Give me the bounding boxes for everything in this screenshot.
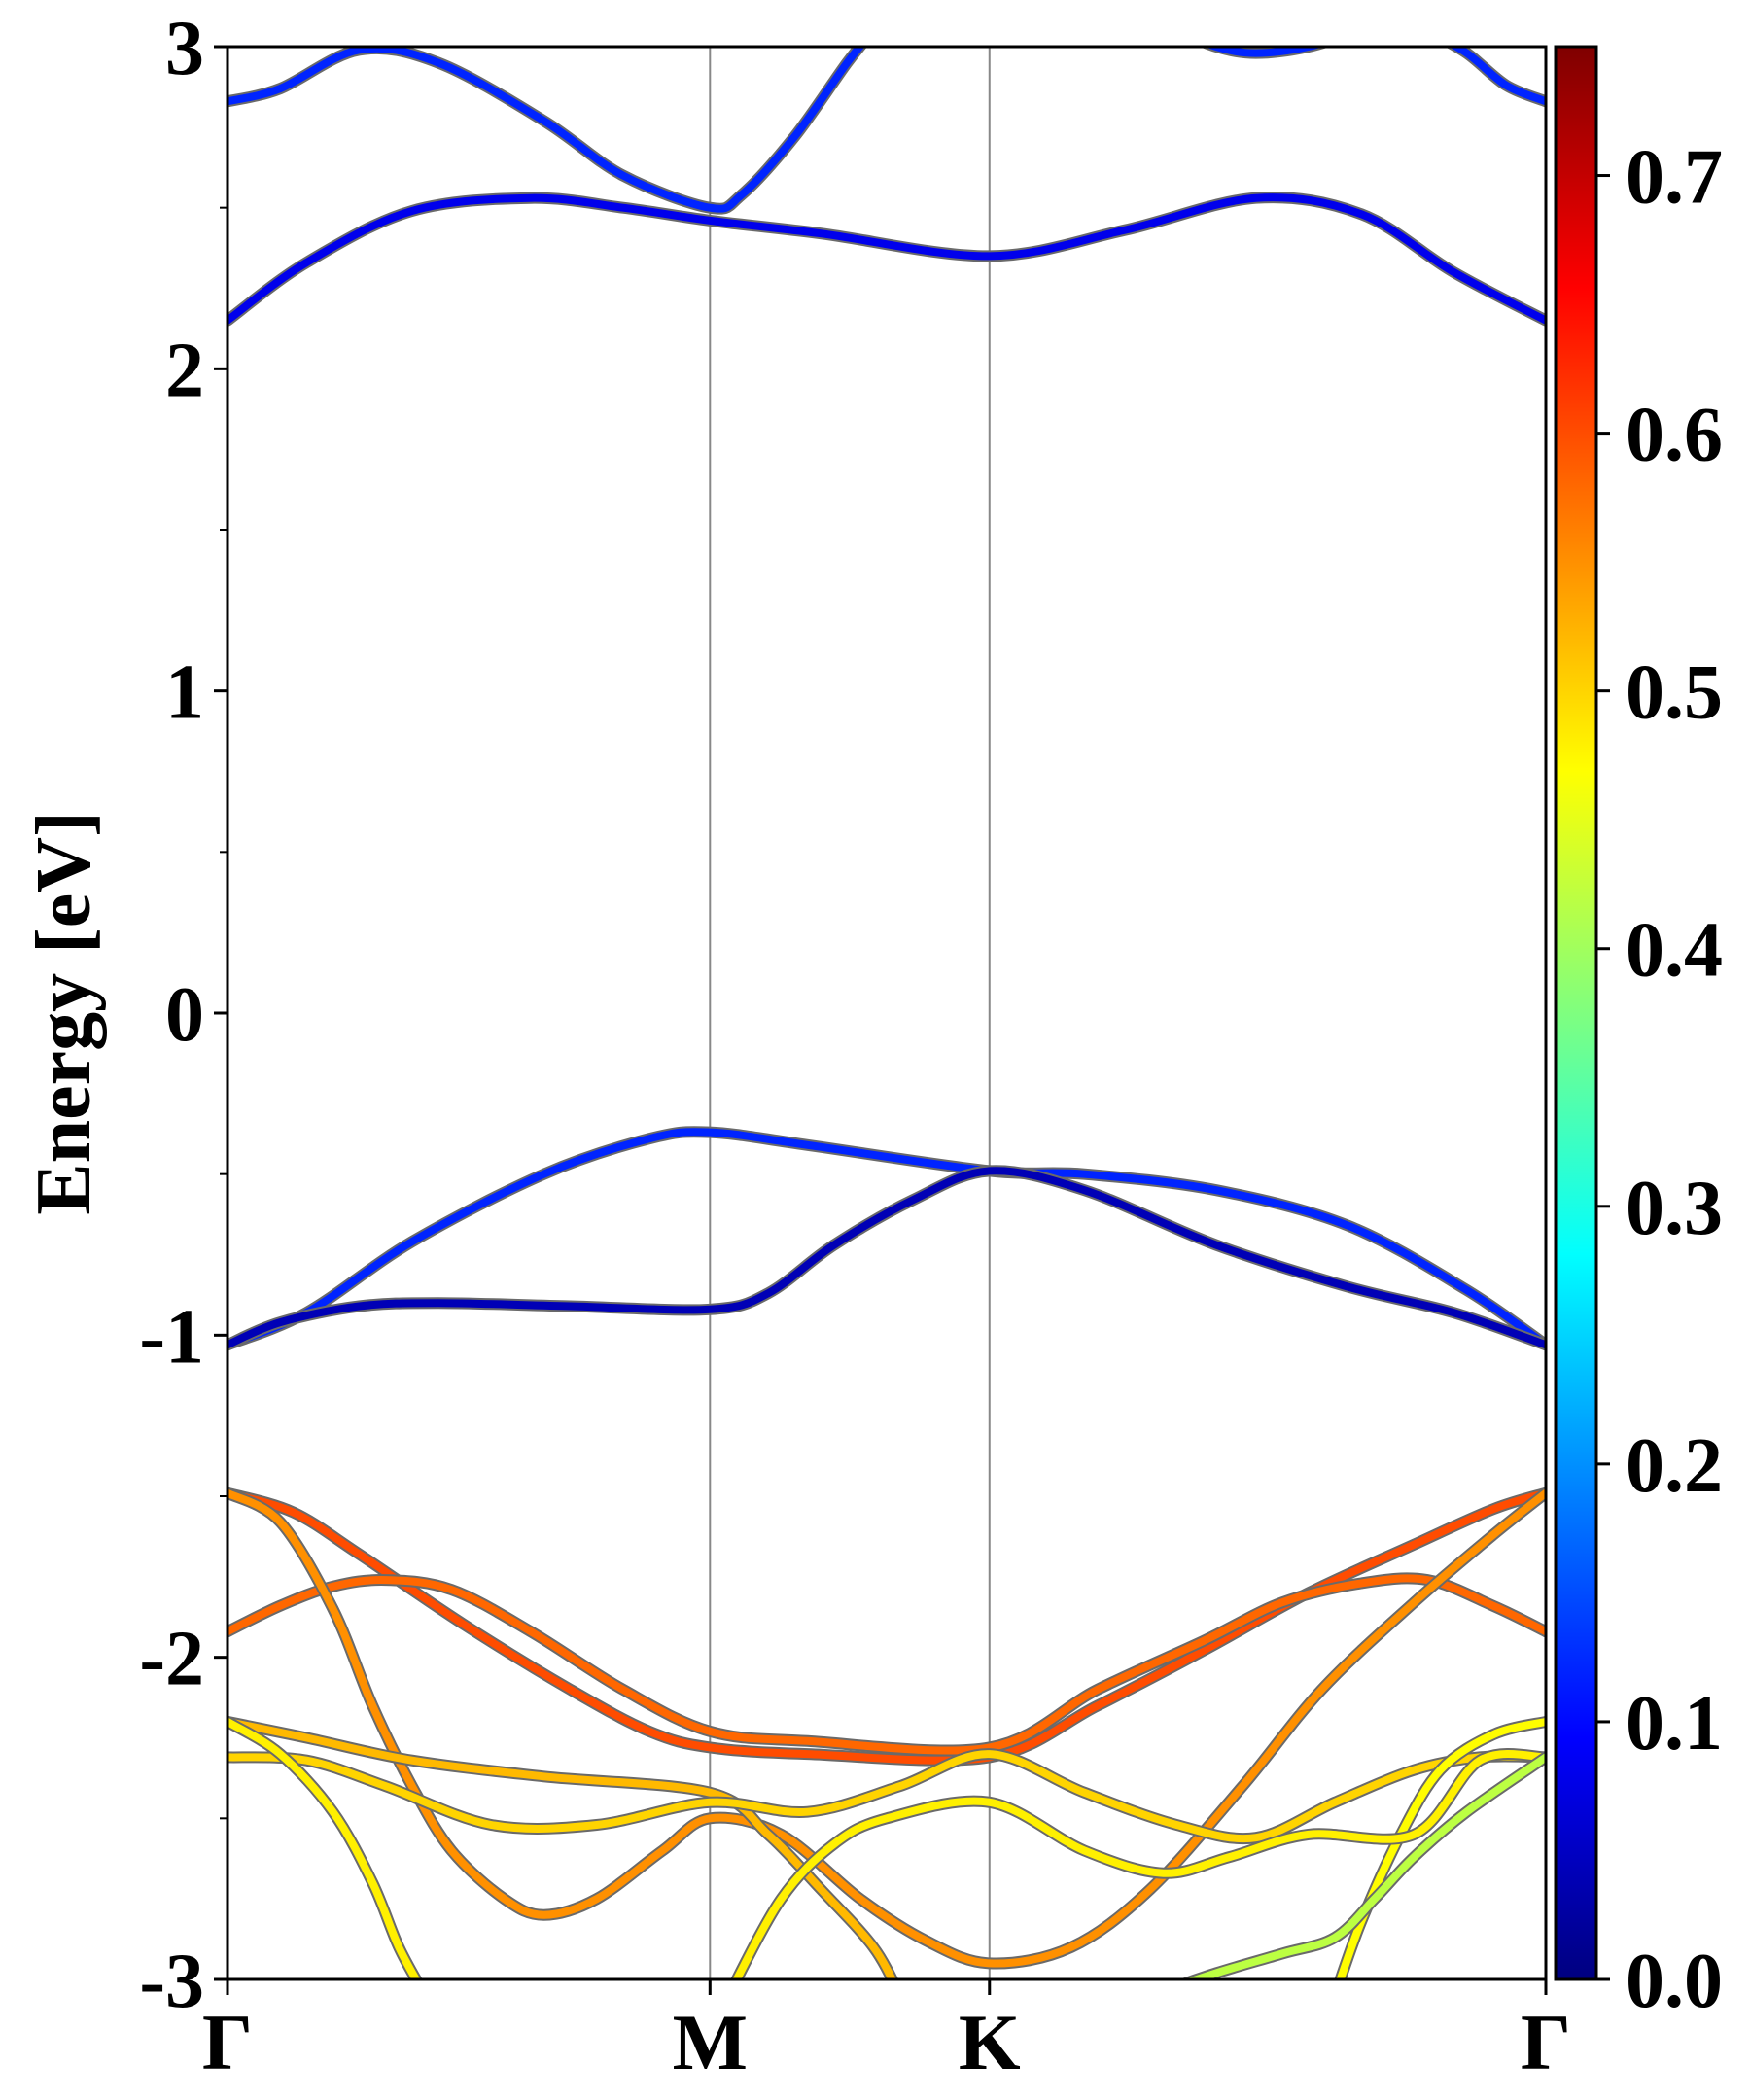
band-line: [228, 1488, 1546, 1968]
y-tick-label: -3: [139, 1939, 204, 2024]
y-tick-label: 3: [165, 6, 204, 91]
band-line: [1204, 47, 1324, 57]
y-tick-label: 2: [165, 328, 204, 413]
y-axis-ticks: 3 2 1 0 -1 -2 -3: [139, 6, 228, 2024]
band-line: [228, 1488, 1546, 1765]
y-axis-label: Energy [eV]: [21, 811, 107, 1214]
colorbar-tick-label: 0.5: [1626, 650, 1723, 736]
y-tick-label: -2: [139, 1617, 204, 1702]
y-tick-label: -1: [139, 1294, 204, 1380]
band-line: [228, 1717, 897, 1979]
colorbar-tick-label: 0.0: [1626, 1939, 1723, 2024]
x-tick-label: Γ: [1521, 1998, 1571, 2086]
band-line: [228, 1574, 1546, 1755]
band-line: [1184, 1753, 1546, 1979]
band-line-outline: [228, 1165, 1546, 1351]
band-line-outline: [228, 1487, 1546, 1767]
y-tick-label: 0: [165, 972, 204, 1058]
colorbar-tick-label: 0.6: [1626, 393, 1723, 478]
band-lines: [228, 47, 1546, 1979]
band-line-outline: [228, 47, 868, 215]
colorbar-tick-label: 0.2: [1626, 1423, 1723, 1509]
band-line: [228, 1750, 1546, 1843]
colorbar-tick-label: 0.7: [1626, 135, 1723, 221]
x-tick-label: M: [673, 1998, 748, 2086]
colorbar-tick-label: 0.3: [1626, 1166, 1723, 1251]
band-line-outline: [228, 192, 1546, 327]
band-line: [228, 1167, 1546, 1349]
colorbar-tick-label: 0.4: [1626, 908, 1723, 994]
y-tick-label: 1: [165, 650, 204, 736]
band-line-outline: [228, 1487, 1546, 1970]
band-line: [732, 1750, 1546, 1979]
band-line: [1336, 1717, 1546, 1979]
colorbar: [1554, 45, 1598, 1981]
band-line: [228, 193, 1546, 325]
band-line: [1449, 47, 1546, 106]
band-line: [228, 1128, 1546, 1349]
plot-frame: [226, 45, 1548, 1981]
band-line: [228, 1717, 421, 1979]
band-line: [228, 47, 865, 213]
x-tick-label: Γ: [202, 1998, 253, 2086]
x-tick-label: K: [959, 1998, 1021, 2086]
colorbar-tick-label: 0.1: [1626, 1681, 1723, 1767]
colorbar-ticks: 0.0 0.1 0.2 0.3 0.4 0.5 0.6 0.7: [1596, 135, 1723, 2024]
band-line-outline: [1334, 1715, 1546, 1979]
k-point-gridlines: [709, 47, 991, 1979]
